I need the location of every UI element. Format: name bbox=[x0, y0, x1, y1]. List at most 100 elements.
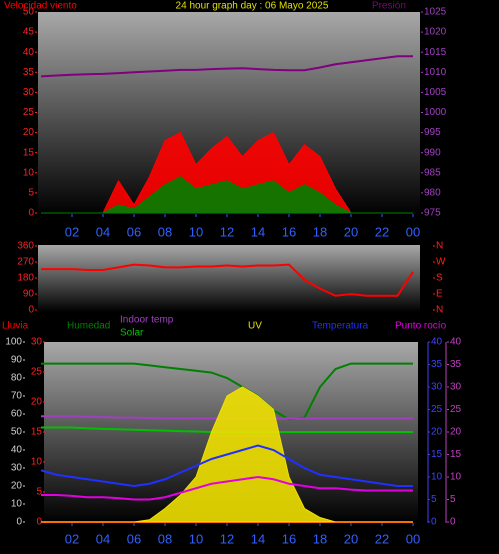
x-tick-label: 22 bbox=[375, 224, 389, 239]
y-tick-label: 10 bbox=[11, 499, 23, 510]
y-tick-label: 100 bbox=[5, 337, 22, 348]
y-tick-label: 40 bbox=[23, 47, 35, 58]
y-tick-label: 1000 bbox=[424, 107, 447, 118]
y-tick-label: 90 bbox=[23, 289, 35, 300]
x-tick-label: 12 bbox=[220, 224, 234, 239]
x-tick-label: 10 bbox=[189, 224, 203, 239]
y-tick-label: 30 bbox=[11, 463, 23, 474]
series-line bbox=[40, 55, 413, 78]
y-tick-label: 30 bbox=[431, 382, 443, 393]
y-tick-label: 60 bbox=[11, 409, 23, 420]
y-tick-label: 20 bbox=[431, 427, 443, 438]
y-tick-label: 25 bbox=[23, 107, 35, 118]
y-tick-label: 25 bbox=[31, 367, 43, 378]
legend-label: Solar bbox=[120, 328, 144, 339]
x-tick-label: 20 bbox=[344, 224, 358, 239]
y-tick-label: 5 bbox=[431, 494, 437, 505]
y-tick-label: 10 bbox=[431, 472, 443, 483]
y-tick-label: 70 bbox=[11, 391, 23, 402]
x-tick-label: 00 bbox=[406, 224, 420, 239]
chart-title: 24 hour graph day : 06 Mayo 2025 bbox=[176, 1, 329, 12]
y-tick-label: 35 bbox=[23, 67, 35, 78]
x-tick-label: 04 bbox=[96, 531, 110, 546]
legend-label: Velocidad viento bbox=[4, 1, 77, 12]
y-tick-label: 40 bbox=[431, 337, 443, 348]
legend-label: Punto rocío bbox=[395, 321, 447, 332]
y-tick-label: 5 bbox=[36, 487, 42, 498]
y-tick-label: 1005 bbox=[424, 87, 447, 98]
y-tick-label: 1010 bbox=[424, 67, 447, 78]
y-tick-label: 0 bbox=[450, 517, 456, 528]
y-tick-label: 995 bbox=[424, 127, 441, 138]
x-tick-label: 16 bbox=[282, 531, 296, 546]
y-tick-label: 1025 bbox=[424, 7, 447, 18]
x-tick-label: 14 bbox=[251, 224, 265, 239]
x-tick-label: 14 bbox=[251, 531, 265, 546]
series-line bbox=[41, 362, 413, 421]
y-tick-label: 35 bbox=[450, 359, 462, 370]
y-tick-label: 5 bbox=[28, 188, 34, 199]
legend-label: Humedad bbox=[67, 321, 110, 332]
y-tick-label: S bbox=[436, 273, 443, 284]
x-tick-label: 16 bbox=[282, 224, 296, 239]
series-line bbox=[40, 444, 413, 488]
series-area bbox=[41, 176, 413, 214]
y-tick-label: 15 bbox=[31, 427, 43, 438]
x-tick-label: 08 bbox=[158, 224, 172, 239]
x-tick-label: 06 bbox=[127, 224, 141, 239]
y-tick-label: 35 bbox=[431, 359, 443, 370]
y-tick-label: 0 bbox=[28, 305, 34, 316]
y-tick-label: 15 bbox=[23, 147, 35, 158]
y-tick-label: 0 bbox=[36, 517, 42, 528]
y-tick-label: 270 bbox=[17, 257, 34, 268]
legend-label: Presión bbox=[372, 1, 406, 12]
x-tick-label: 00 bbox=[406, 531, 420, 546]
plot-bg bbox=[38, 245, 420, 312]
y-tick-label: 980 bbox=[424, 188, 441, 199]
y-tick-label: 0 bbox=[431, 517, 437, 528]
y-tick-label: 20 bbox=[31, 397, 43, 408]
y-tick-label: N bbox=[436, 241, 443, 252]
y-tick-label: 10 bbox=[23, 167, 35, 178]
y-tick-label: 80 bbox=[11, 373, 23, 384]
x-tick-label: 22 bbox=[375, 531, 389, 546]
series-line bbox=[41, 263, 414, 297]
y-tick-label: 985 bbox=[424, 167, 441, 178]
y-tick-label: 25 bbox=[450, 404, 462, 415]
y-tick-label: 10 bbox=[31, 457, 43, 468]
x-tick-label: 02 bbox=[65, 531, 79, 546]
x-tick-label: 06 bbox=[127, 531, 141, 546]
legend-label: Lluvia bbox=[2, 321, 29, 332]
y-tick-label: 30 bbox=[31, 337, 43, 348]
y-tick-label: 975 bbox=[424, 208, 441, 219]
x-tick-label: 04 bbox=[96, 224, 110, 239]
y-tick-label: 25 bbox=[431, 404, 443, 415]
x-tick-label: 20 bbox=[344, 531, 358, 546]
y-tick-label: 40 bbox=[450, 337, 462, 348]
y-tick-label: 40 bbox=[11, 445, 23, 456]
y-tick-label: 90 bbox=[11, 355, 23, 366]
y-tick-label: 1015 bbox=[424, 47, 447, 58]
x-tick-label: 10 bbox=[189, 531, 203, 546]
y-tick-label: 50 bbox=[23, 7, 35, 18]
y-tick-label: 50 bbox=[11, 427, 23, 438]
y-tick-label: E bbox=[436, 289, 443, 300]
x-tick-label: 08 bbox=[158, 531, 172, 546]
x-tick-label: 02 bbox=[65, 224, 79, 239]
y-tick-label: 20 bbox=[11, 481, 23, 492]
legend-label: Indoor temp bbox=[120, 315, 174, 326]
y-tick-label: 10 bbox=[450, 472, 462, 483]
y-tick-label: 360 bbox=[17, 241, 34, 252]
series-line bbox=[41, 475, 413, 501]
legend-label: Temperatura bbox=[312, 321, 369, 332]
y-tick-label: 990 bbox=[424, 147, 441, 158]
y-tick-label: N bbox=[436, 305, 443, 316]
y-tick-label: W bbox=[436, 257, 446, 268]
x-tick-label: 12 bbox=[220, 531, 234, 546]
y-tick-label: 1020 bbox=[424, 27, 447, 38]
y-tick-label: 5 bbox=[450, 494, 456, 505]
y-tick-label: 30 bbox=[23, 87, 35, 98]
y-tick-label: 0 bbox=[16, 517, 22, 528]
y-tick-label: 45 bbox=[23, 27, 35, 38]
